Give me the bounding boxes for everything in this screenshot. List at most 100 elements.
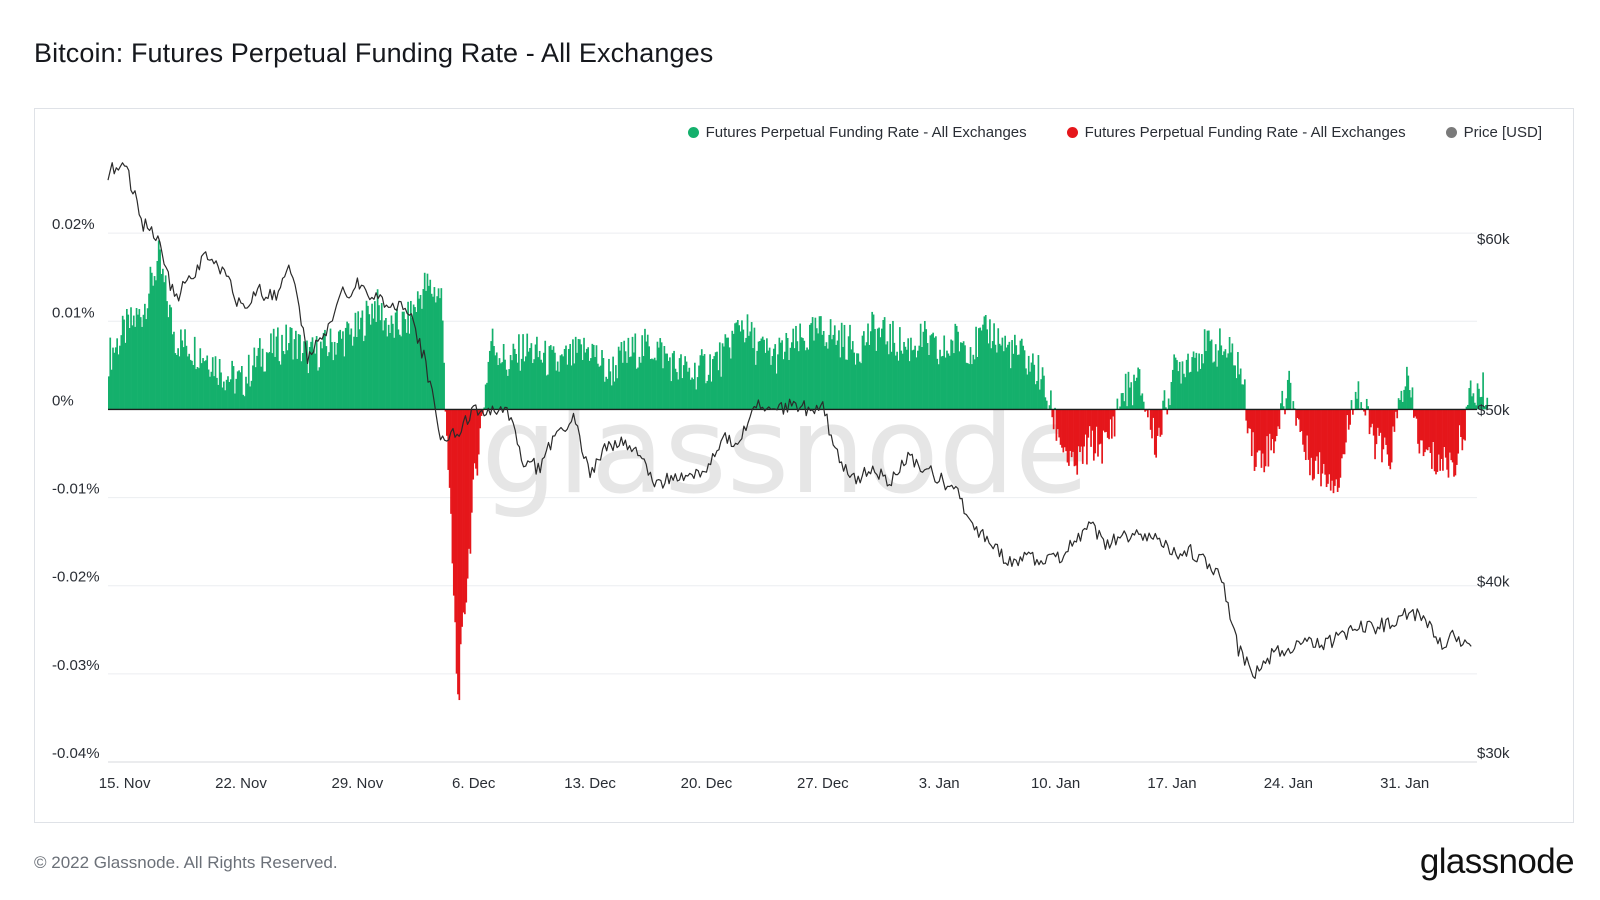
funding-bar-positive (703, 354, 706, 410)
funding-bar-positive (227, 376, 229, 410)
funding-bar-negative (1065, 409, 1067, 452)
funding-bar-positive (267, 353, 269, 410)
funding-bar-positive (1124, 373, 1127, 410)
funding-bar-negative (1160, 409, 1163, 435)
funding-bar-positive (153, 276, 156, 410)
funding-bar-positive (904, 346, 907, 410)
funding-bar-positive (953, 353, 955, 410)
funding-bar-positive (982, 324, 984, 410)
funding-bar-positive (1403, 389, 1405, 410)
funding-bar-positive (896, 351, 898, 410)
funding-bar-positive (861, 335, 864, 410)
funding-bar-positive (336, 342, 339, 410)
funding-bar-negative (1460, 409, 1462, 438)
funding-bar-positive (1285, 398, 1288, 410)
funding-bar-positive (213, 376, 215, 410)
funding-bar-positive (1130, 382, 1133, 410)
funding-bar-positive (286, 350, 289, 410)
funding-bar-positive (621, 362, 624, 410)
funding-bar-positive (292, 359, 294, 410)
funding-bar-positive (250, 380, 253, 410)
funding-bar-positive (259, 338, 261, 410)
legend-item-funding-negative[interactable]: Futures Perpetual Funding Rate - All Exc… (1066, 124, 1406, 141)
funding-bar-positive (1163, 390, 1166, 410)
funding-bar-positive (696, 377, 699, 410)
funding-bar-positive (206, 355, 209, 410)
funding-bar-negative (1268, 409, 1271, 434)
funding-bar-negative (1266, 409, 1268, 437)
funding-bar-negative (1083, 409, 1085, 447)
funding-bar-positive (991, 341, 994, 410)
funding-bar-negative (1166, 409, 1169, 415)
funding-bar-negative (1447, 409, 1450, 478)
funding-bar-positive (820, 316, 822, 410)
funding-bar-negative (1415, 409, 1418, 419)
funding-bar-positive (1282, 406, 1285, 410)
funding-bar-positive (554, 352, 556, 410)
funding-bar-positive (369, 324, 372, 410)
funding-bar-positive (993, 323, 995, 410)
funding-bar-positive (368, 314, 371, 410)
funding-bar-positive (311, 337, 314, 410)
funding-bar-negative (1455, 409, 1458, 465)
funding-bar-positive (700, 349, 703, 410)
funding-bar-negative (1322, 409, 1325, 464)
funding-bar-positive (524, 356, 527, 410)
funding-bar-positive (925, 329, 928, 410)
funding-bar-positive (138, 309, 141, 410)
funding-bar-negative (1298, 409, 1300, 420)
funding-bar-positive (606, 378, 609, 410)
funding-bar-positive (971, 364, 973, 410)
funding-bar-positive (1008, 341, 1011, 410)
funding-bar-positive (774, 344, 777, 410)
funding-bar-positive (756, 350, 759, 410)
funding-bar-positive (1365, 398, 1368, 410)
funding-bar-positive (695, 389, 698, 410)
funding-bar-negative (1314, 409, 1317, 461)
funding-bar-positive (615, 365, 617, 410)
funding-bar-positive (551, 349, 553, 410)
funding-bar-negative (1388, 409, 1390, 466)
legend-item-funding-positive[interactable]: Futures Perpetual Funding Rate - All Exc… (687, 124, 1027, 141)
legend-item-price[interactable]: Price [USD] (1445, 124, 1542, 141)
funding-bar-positive (504, 359, 506, 410)
funding-bar-negative (1105, 409, 1108, 432)
funding-bar-positive (602, 358, 605, 410)
funding-bar-positive (555, 370, 558, 410)
funding-bar-positive (734, 323, 736, 410)
chart-legend[interactable]: Futures Perpetual Funding Rate - All Exc… (687, 124, 1542, 141)
funding-bar-positive (699, 355, 702, 410)
funding-bar-negative (1072, 409, 1074, 452)
funding-bar-negative (1077, 409, 1080, 447)
funding-bar-positive (923, 320, 926, 410)
funding-bar-positive (268, 351, 271, 410)
funding-bar-positive (986, 329, 988, 410)
funding-bar-positive (109, 337, 112, 410)
funding-bar-positive (486, 382, 488, 410)
funding-bar-positive (893, 342, 896, 410)
funding-bar-negative (1068, 409, 1070, 466)
funding-bar-positive (1465, 406, 1468, 410)
funding-bar-positive (1171, 369, 1174, 410)
funding-bar-positive (664, 353, 667, 410)
funding-bar-positive (1178, 361, 1181, 410)
funding-bar-positive (576, 352, 578, 410)
funding-bar-positive (484, 384, 487, 410)
funding-bar-positive (439, 298, 441, 410)
y-right-tick-label: $40k (1477, 574, 1510, 591)
funding-bar-positive (519, 370, 522, 410)
funding-bar-positive (1238, 374, 1241, 410)
funding-bar-positive (957, 331, 959, 410)
funding-bar-positive (731, 330, 734, 410)
funding-bar-negative (1295, 409, 1297, 426)
funding-bar-positive (218, 359, 221, 410)
funding-bar-positive (854, 364, 857, 410)
funding-bar-positive (220, 372, 222, 410)
funding-bar-positive (423, 272, 426, 410)
funding-bar-negative (1332, 409, 1335, 494)
funding-bar-positive (396, 308, 398, 410)
funding-bar-negative (1159, 409, 1162, 437)
funding-bar-positive (1138, 369, 1141, 410)
funding-bar-positive (802, 338, 804, 410)
funding-bar-positive (222, 381, 225, 410)
